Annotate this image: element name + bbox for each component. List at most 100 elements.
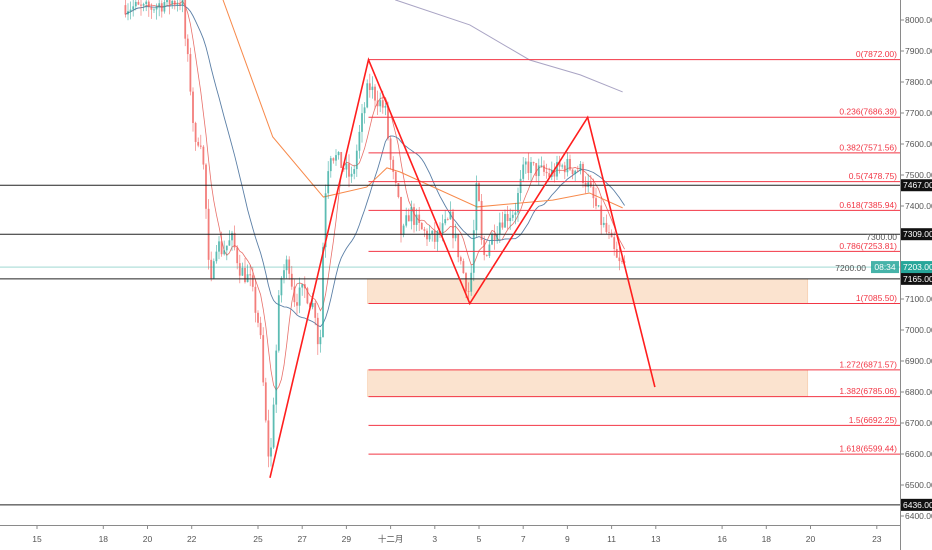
candle-body [371, 86, 374, 91]
candle-body [452, 211, 454, 239]
candle-body [342, 167, 345, 170]
candle [514, 202, 517, 225]
candle [472, 219, 475, 282]
candle-body [366, 83, 369, 108]
candle [316, 312, 319, 355]
fib-levels[interactable]: 0(7872.00) 0.236(7686.39) 0.382(7571.56) 0.… [368, 49, 901, 455]
candle [361, 104, 363, 143]
candle [459, 255, 462, 265]
candle [329, 155, 332, 178]
candle-body [210, 259, 213, 279]
candle-body [618, 257, 621, 262]
candle-body [571, 169, 574, 175]
candle-body [233, 232, 236, 248]
candle [574, 169, 577, 181]
candle-body [301, 284, 304, 288]
horizontal-lines[interactable] [0, 184, 900, 506]
candle [140, 0, 142, 16]
candle [446, 217, 449, 221]
fib-label: 1.382(6785.06) [839, 386, 897, 396]
candle-body [374, 86, 376, 101]
candle-body [147, 1, 150, 8]
price-tick-label: 7800.00 [905, 77, 932, 87]
harmonic-pattern[interactable] [269, 57, 656, 479]
price-tick-label: 7000.00 [905, 325, 932, 335]
candle-body [530, 162, 532, 173]
time-tick-label: 5 [477, 534, 482, 544]
candle-body [197, 141, 200, 146]
candle [483, 235, 486, 261]
candle [322, 242, 324, 338]
candle-body [249, 274, 252, 276]
candle-body [277, 295, 280, 351]
candle [553, 163, 556, 183]
price-tick-label: 8000.00 [905, 15, 932, 25]
candle [290, 265, 293, 290]
ma-slow-line [222, 0, 623, 209]
time-tick-label: 18 [762, 534, 772, 544]
candle [181, 0, 184, 13]
candle-body [522, 164, 525, 179]
candle-body [303, 284, 306, 289]
candle [602, 216, 605, 228]
candle-body [405, 215, 408, 226]
candle [158, 0, 161, 17]
price-tick-label: 6800.00 [905, 387, 932, 397]
price-badge [901, 272, 932, 285]
candle [202, 145, 205, 170]
candle [506, 205, 509, 230]
price-tick-label: 6500.00 [905, 480, 932, 490]
candle-body [236, 247, 239, 264]
candle-body [231, 232, 233, 241]
candle-body [569, 158, 571, 170]
time-axis[interactable]: 15 18 20 22 25 27 29 十二月 3 5 7 9 11 13 16 18 20 23 [32, 525, 882, 544]
candle [558, 155, 561, 174]
candle [298, 277, 301, 314]
candle [145, 0, 148, 12]
candle-body [428, 234, 431, 240]
candle-body [613, 237, 616, 250]
candle-body [327, 171, 330, 194]
candle-body [496, 234, 499, 241]
candle-body [267, 420, 270, 457]
price-axis[interactable]: 8000.00 7900.00 7800.00 7700.00 7600.00 7500.… [835, 15, 932, 521]
candle [405, 207, 408, 228]
candle-body [296, 302, 298, 306]
target-zone [367, 369, 809, 397]
last-price-label: 7203.00 [903, 262, 932, 272]
candle [272, 397, 275, 449]
candle-body [433, 230, 436, 242]
candle [257, 310, 259, 328]
candle [392, 156, 395, 180]
candle-body [220, 241, 223, 255]
candle [267, 409, 270, 468]
candle-body [413, 207, 415, 225]
candle-body [241, 267, 244, 276]
price-tick-label: 7200.00 [835, 263, 866, 273]
candle [192, 87, 194, 132]
candle-body [410, 207, 413, 222]
time-tick-label: 7 [521, 534, 526, 544]
candle-body [142, 4, 145, 6]
candle [605, 214, 608, 235]
candle-body [501, 222, 504, 228]
candle [296, 293, 298, 315]
price-tick-label: 7700.00 [905, 108, 932, 118]
candle-body [537, 165, 540, 177]
candle-body [311, 303, 314, 308]
candle [155, 3, 158, 20]
candle [569, 154, 571, 171]
candle [571, 169, 574, 180]
candle [327, 161, 330, 199]
candle [205, 163, 207, 219]
candle-body [350, 173, 353, 177]
candle [402, 223, 405, 238]
candle [444, 209, 447, 226]
candle [537, 158, 540, 186]
candles [124, 0, 626, 468]
candle [189, 47, 192, 96]
candle-body [579, 163, 582, 172]
price-tick-label: 6600.00 [905, 449, 932, 459]
